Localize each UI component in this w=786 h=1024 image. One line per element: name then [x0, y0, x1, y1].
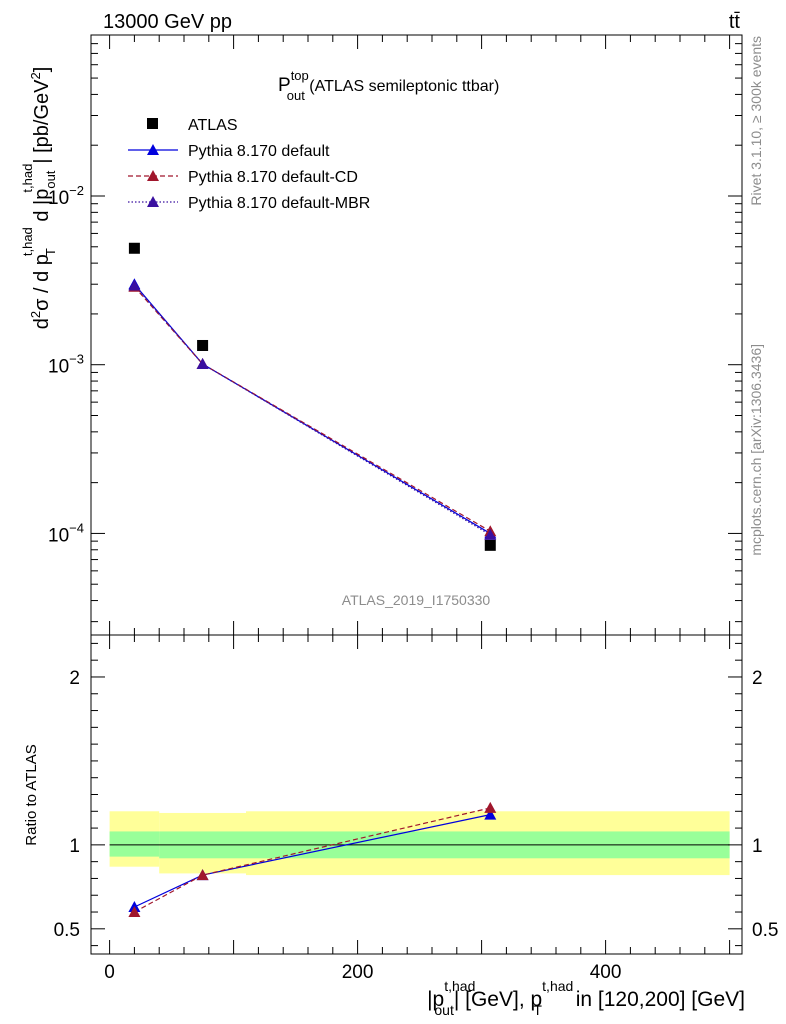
- legend-marker-mbr: [147, 196, 159, 207]
- data-point-atlas: [484, 539, 496, 551]
- series-line-cd: [133, 286, 491, 532]
- legend-label-mbr: Pythia 8.170 default-MBR: [188, 195, 370, 212]
- mcplots-label: mcplots.cern.ch [arXiv:1306.3436]: [748, 344, 764, 556]
- data-point-atlas: [128, 242, 140, 254]
- plot-title: Ptop out (ATLAS semileptonic ttbar): [278, 68, 499, 103]
- x-tick-label: 0: [104, 962, 115, 983]
- series-line-default: [133, 283, 491, 534]
- ratio-y-tick-label-right: 2: [752, 668, 763, 689]
- ratio-point-cd: [128, 906, 141, 918]
- data-point-mbr: [128, 279, 141, 291]
- ratio-point-default: [484, 808, 497, 820]
- analysis-watermark: ATLAS_2019_I1750330: [342, 592, 491, 608]
- x-axis-label: |pt,had out| [GeV], pt,had T in [120,200] …: [427, 978, 745, 1018]
- y-tick-label: 10−3: [48, 352, 84, 378]
- legend-label-cd: Pythia 8.170 default-CD: [188, 169, 358, 186]
- ratio-point-cd: [196, 869, 209, 881]
- collision-label: 13000 GeV pp: [103, 11, 232, 33]
- ratio-frame: [90, 634, 743, 955]
- legend-marker-cd: [147, 170, 159, 181]
- ratio-y-axis-label: Ratio to ATLAS: [23, 744, 40, 845]
- ratio-y-tick-label-right: 1: [752, 836, 763, 857]
- ratio-line-cd: [134, 807, 491, 913]
- ratio-y-tick-label-right: 0.5: [752, 920, 778, 941]
- rivet-label: Rivet 3.1.10, ≥ 300k events: [748, 36, 764, 206]
- legend-label-atlas: ATLAS: [188, 117, 238, 134]
- main-y-axis-label: d2σ / d pTt,had d |poutt,had| [pb/GeV2]: [20, 67, 58, 330]
- x-tick-label: 200: [342, 962, 374, 983]
- legend-marker-default: [147, 144, 159, 155]
- data-point-mbr: [196, 357, 209, 369]
- legend-label-default: Pythia 8.170 default: [188, 143, 330, 160]
- process-label: tt̄: [729, 11, 741, 33]
- ratio-y-tick-label-left: 0.5: [54, 920, 80, 941]
- main-panel: 10−2 10−3 10−4 Ptop out (ATLAS semileptonic…: [20, 34, 743, 636]
- uncertainty-band-inner: [109, 831, 160, 857]
- y-tick-label: 10−2: [48, 183, 84, 209]
- data-point-mbr: [484, 528, 497, 540]
- series-line-mbr: [133, 285, 491, 536]
- y-tick-label: 10−4: [48, 520, 84, 546]
- ratio-panel: 0.5 0.5 1 1 2 2 0 200 400 Ratio to ATLAS |pt,had…: [23, 634, 778, 1018]
- legend: ATLAS Pythia 8.170 default Pythia 8.170 …: [128, 117, 370, 212]
- ratio-y-tick-label-left: 1: [69, 836, 80, 857]
- x-tick-label: 400: [590, 962, 622, 983]
- ratio-point-cd: [484, 801, 497, 813]
- ratio-y-tick-label-left: 2: [69, 668, 80, 689]
- legend-marker-atlas: [147, 118, 158, 129]
- data-point-atlas: [197, 339, 209, 351]
